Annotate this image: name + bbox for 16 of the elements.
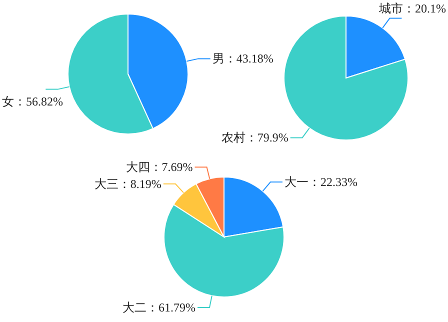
slice-label: 大三	[94, 176, 118, 191]
slice-label: 大四	[126, 160, 150, 174]
slice-label: 男	[212, 52, 224, 66]
slice-label: 女	[2, 94, 14, 108]
slice-label: 农村	[221, 130, 246, 145]
data-label: ：61.79%	[146, 300, 196, 315]
data-label: ：22.33%	[308, 175, 358, 189]
slice-label: 大二	[122, 300, 147, 315]
data-label: ：7.69%	[150, 160, 193, 174]
data-label: ：8.19%	[118, 176, 162, 191]
slice-label: 城市	[378, 1, 403, 16]
data-label: ：79.9%	[245, 130, 288, 145]
data-label: ：43.18%	[224, 52, 274, 66]
data-label: ：20.1%	[403, 1, 446, 16]
slice-label: 大一	[284, 175, 308, 189]
data-label: ：56.82%	[14, 94, 63, 108]
